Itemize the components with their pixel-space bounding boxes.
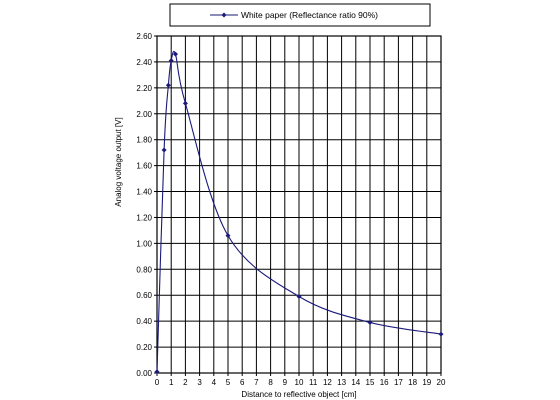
x-tick-label: 1 — [169, 378, 174, 387]
data-point — [182, 100, 188, 106]
y-tick-label: 0.00 — [136, 369, 152, 378]
y-tick-label: 2.00 — [136, 110, 152, 119]
y-tick-label: 1.80 — [136, 136, 152, 145]
y-tick-label: 1.60 — [136, 162, 152, 171]
gridlines — [157, 36, 441, 373]
data-point — [165, 82, 171, 88]
x-tick-label: 18 — [408, 378, 417, 387]
x-tick-label: 15 — [366, 378, 375, 387]
y-tick-label: 0.60 — [136, 291, 152, 300]
y-tick-label: 1.00 — [136, 239, 152, 248]
x-tick-label: 10 — [295, 378, 304, 387]
x-tick-label: 6 — [240, 378, 245, 387]
data-point — [367, 319, 373, 325]
data-point — [161, 147, 167, 153]
data-point — [154, 369, 160, 375]
x-tick-label: 19 — [422, 378, 431, 387]
series-group — [154, 50, 444, 375]
x-tick-label: 4 — [212, 378, 217, 387]
x-tick-label: 5 — [226, 378, 231, 387]
data-point — [296, 294, 302, 300]
legend-box — [169, 3, 431, 27]
x-tick-label: 8 — [268, 378, 273, 387]
x-tick-label: 9 — [283, 378, 288, 387]
x-tick-label: 7 — [254, 378, 259, 387]
y-tick-label: 2.40 — [136, 58, 152, 67]
x-tick-label: 14 — [351, 378, 360, 387]
data-point — [172, 51, 178, 57]
x-tick-label: 17 — [394, 378, 403, 387]
y-tick-label: 0.80 — [136, 265, 152, 274]
y-tick-label: 2.20 — [136, 84, 152, 93]
data-point — [225, 233, 231, 239]
x-tick-label: 3 — [197, 378, 202, 387]
x-tick-label: 16 — [380, 378, 389, 387]
y-tick-label: 0.40 — [136, 317, 152, 326]
x-tick-label: 20 — [437, 378, 446, 387]
data-point — [168, 58, 174, 64]
legend-series-label: White paper (Reflectance ratio 90%) — [241, 10, 378, 20]
x-axis-title: Distance to reflective object [cm] — [241, 390, 356, 399]
x-tick-label: 0 — [155, 378, 160, 387]
x-tick-label: 12 — [323, 378, 332, 387]
y-axis-ticks: 0.00 0.20 0.40 0.60 0.80 1.00 1.20 1.40 1.60 1.80… — [136, 32, 157, 378]
y-tick-label: 1.20 — [136, 213, 152, 222]
data-point — [438, 331, 444, 337]
y-tick-label: 0.20 — [136, 343, 152, 352]
x-tick-label: 11 — [309, 378, 318, 387]
y-tick-label: 2.60 — [136, 32, 152, 41]
y-tick-label: 1.40 — [136, 188, 152, 197]
legend-marker-icon — [221, 12, 227, 18]
x-tick-label: 13 — [337, 378, 346, 387]
x-tick-label: 2 — [183, 378, 188, 387]
legend: White paper (Reflectance ratio 90%) — [169, 3, 431, 27]
y-axis-title: Analog voltage output [V] — [114, 117, 123, 206]
x-axis-ticks: 0 1 2 3 4 5 6 7 8 9 10 11 12 13 14 15 16 17 18 19 20 — [155, 373, 446, 387]
